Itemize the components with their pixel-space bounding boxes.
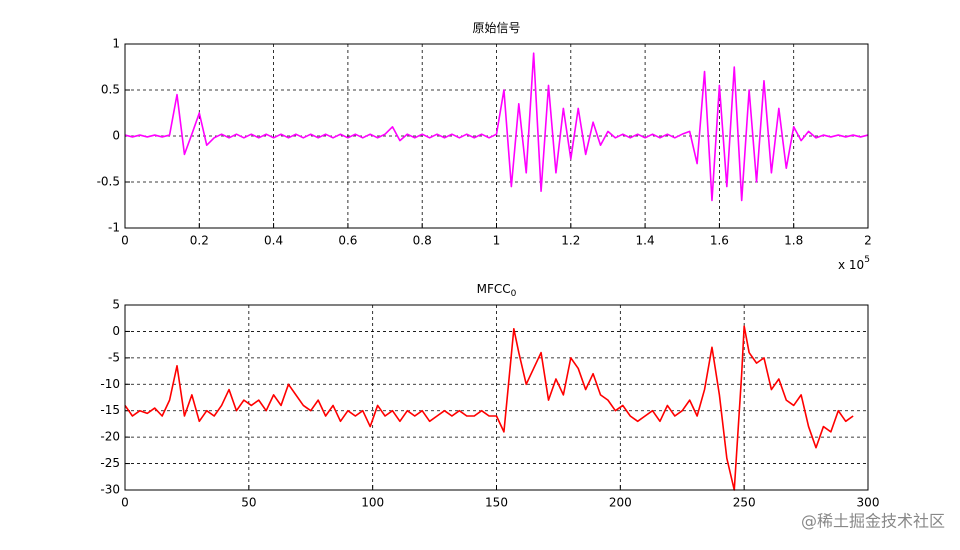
- watermark: @稀土掘金技术社区: [801, 512, 945, 531]
- x-tick-label: 0.8: [413, 234, 432, 248]
- y-tick-label: 0: [112, 324, 120, 338]
- y-tick-label: 0.5: [101, 83, 120, 97]
- y-tick-label: -30: [100, 483, 120, 497]
- chart-title: MFCC0: [477, 282, 517, 299]
- chart-title: 原始信号: [472, 21, 520, 35]
- x-tick-label: 1.8: [784, 234, 803, 248]
- x-tick-label: 1.4: [636, 234, 655, 248]
- x-tick-label: 0.4: [264, 234, 283, 248]
- multiplier-text: x 10: [838, 258, 864, 272]
- x-tick-label: 300: [857, 496, 880, 510]
- y-tick-label: -20: [100, 430, 120, 444]
- x-tick-label: 1: [493, 234, 501, 248]
- multiplier-exponent: 5: [864, 255, 870, 265]
- x-tick-label: 1.6: [710, 234, 729, 248]
- y-tick-label: -5: [108, 350, 120, 364]
- axes-frame: [124, 43, 869, 229]
- y-tick-label: 5: [112, 298, 120, 312]
- signal-line: [124, 325, 854, 491]
- title-text: 原始信号: [472, 21, 520, 35]
- x-tick-label: 1.2: [561, 234, 580, 248]
- y-tick-label: -1: [108, 221, 120, 235]
- title-subscript: 0: [511, 289, 517, 299]
- x-tick-label: 0.6: [338, 234, 357, 248]
- y-tick-label: -15: [100, 403, 120, 417]
- x-tick-label: 50: [241, 496, 256, 510]
- y-tick-label: -0.5: [97, 175, 120, 189]
- x-tick-label: 100: [361, 496, 384, 510]
- y-tick-label: -25: [100, 456, 120, 470]
- x-tick-label: 150: [485, 496, 508, 510]
- signal-line: [124, 52, 869, 202]
- axes-frame: [124, 304, 869, 491]
- y-tick-label: 0: [112, 129, 120, 143]
- y-tick-label: 1: [112, 37, 120, 51]
- x-tick-label: 200: [609, 496, 632, 510]
- x-multiplier: x 105: [838, 255, 870, 272]
- x-tick-label: 0: [121, 234, 129, 248]
- x-tick-label: 2: [864, 234, 872, 248]
- y-tick-label: -10: [100, 377, 120, 391]
- x-tick-label: 0.2: [190, 234, 209, 248]
- x-tick-label: 250: [733, 496, 756, 510]
- title-text: MFCC: [477, 282, 511, 296]
- x-tick-label: 0: [121, 496, 129, 510]
